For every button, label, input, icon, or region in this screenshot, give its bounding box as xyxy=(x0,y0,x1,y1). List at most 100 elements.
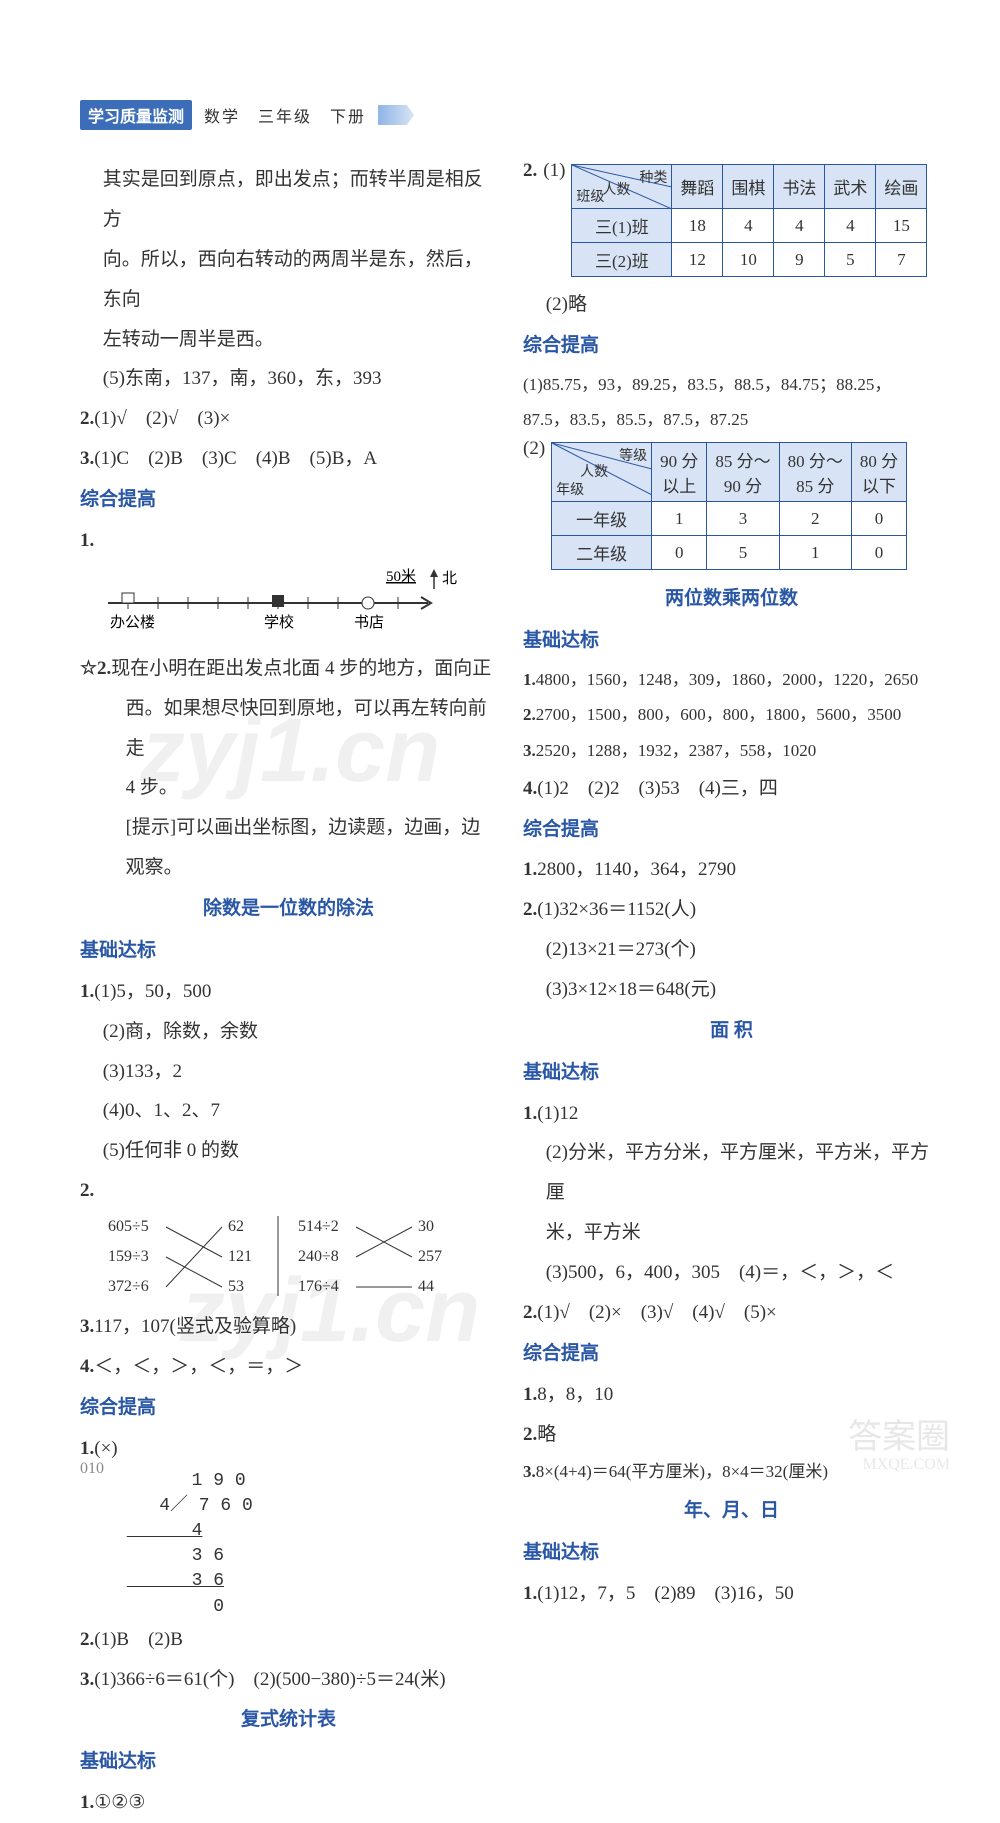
heading-jc2: 基础达标 xyxy=(80,1741,497,1783)
z1-num: 1. xyxy=(80,1438,94,1459)
q3-line: 3.(1)C (2)B (3)C (4)B (5)B，A xyxy=(80,439,497,479)
c2-line: 2.(1)32×36＝1152(人) xyxy=(523,890,940,930)
t2r2c2: 1 xyxy=(779,536,851,570)
heading-zh1: 综合提高 xyxy=(80,479,497,521)
title-fushi: 复式统计表 xyxy=(80,1699,497,1741)
cl2: 372÷6 xyxy=(108,1278,149,1295)
d4-num: 4. xyxy=(80,1356,94,1377)
left-column: 其实是回到原点，即出发点；而转半周是相反方 向。所以，西向右转动的两周半是东，然… xyxy=(80,160,497,1823)
t2r2h: 二年级 xyxy=(552,536,652,570)
a2-num: 2. xyxy=(523,1302,537,1323)
t1r2c3: 5 xyxy=(825,243,876,277)
rq2a: (1) xyxy=(543,160,565,182)
e2a: 略 xyxy=(537,1424,556,1445)
z2a: (1)B (2)B xyxy=(94,1629,183,1650)
star2d: [提示]可以画出坐标图，边读题，边画，边观察。 xyxy=(80,808,497,888)
header-tab: 学习质量监测 xyxy=(80,100,192,130)
a1b2: 米，平方米 xyxy=(523,1213,940,1253)
fig-l2: 学校 xyxy=(264,614,294,631)
star2-num: ☆2. xyxy=(80,658,111,679)
t1r1c0: 18 xyxy=(672,209,723,243)
z3-num: 3. xyxy=(80,1669,94,1690)
c2c: (3)3×12×18＝648(元) xyxy=(523,970,940,1010)
t1r1h: 三(1)班 xyxy=(572,209,672,243)
avg1: (1)85.75，93，89.25，83.5，88.5，84.75；88.25， xyxy=(523,367,940,403)
z1-line: 1.(×) xyxy=(80,1429,497,1469)
r-heading-jc2: 基础达标 xyxy=(523,1052,940,1094)
b1-num: 1. xyxy=(80,1792,94,1813)
title-mul: 两位数乘两位数 xyxy=(523,578,940,620)
n1-line: 1. xyxy=(80,521,497,561)
e3a: 8×(4+4)＝64(平方厘米)，8×4＝32(厘米) xyxy=(536,1462,828,1481)
m4-line: 4.(1)2 (2)2 (3)53 (4)三，四 xyxy=(523,769,940,809)
t2r1c3: 0 xyxy=(851,502,906,536)
a1a: (1)12 xyxy=(537,1103,578,1124)
d1a: (1)5，50，500 xyxy=(94,981,211,1002)
cr0: 514÷2 xyxy=(298,1218,339,1235)
z3-line: 3.(1)366÷6＝61(个) (2)(500−380)÷5＝24(米) xyxy=(80,1660,497,1700)
star2-l1: ☆2.现在小明在距出发点北面 4 步的地方，面向正 xyxy=(80,649,497,689)
crr1: 257 xyxy=(418,1248,442,1265)
f1-num: 1. xyxy=(523,1583,537,1604)
d1e: (5)任何非 0 的数 xyxy=(80,1131,497,1171)
q3-ans: (1)C (2)B (3)C (4)B (5)B，A xyxy=(94,448,377,469)
t1-diag-mid: 人数 xyxy=(602,179,630,199)
heading-zh2: 综合提高 xyxy=(80,1387,497,1429)
t2r2c0: 0 xyxy=(652,536,707,570)
a1-num: 1. xyxy=(523,1103,537,1124)
rq2-num: 2. xyxy=(523,160,537,182)
b1-line: 1.①②③ xyxy=(80,1783,497,1823)
table-2: 等级 人数 年级 90 分 以上 85 分～ 90 分 80 分～ 85 分 8… xyxy=(551,442,907,570)
avg2: 87.5，83.5，85.5，87.5，87.25 xyxy=(523,402,940,438)
m2-line: 2.2700，1500，800，600，800，1800，5600，3500 xyxy=(523,697,940,733)
r-heading-zh2: 综合提高 xyxy=(523,809,940,851)
m1-num: 1. xyxy=(523,670,536,689)
clr0: 62 xyxy=(228,1218,244,1235)
crr0: 30 xyxy=(418,1218,434,1235)
a2a: (1)√ (2)× (3)√ (4)√ (5)× xyxy=(537,1302,777,1323)
t2r2c3: 0 xyxy=(851,536,906,570)
cross-match-svg: 605÷5 159÷3 372÷6 62 121 53 514÷2 240÷8 … xyxy=(98,1211,478,1301)
heading-jc1: 基础达标 xyxy=(80,930,497,972)
t2-diag-bot: 年级 xyxy=(556,479,584,499)
t2-diag-top: 等级 xyxy=(619,445,647,465)
cr2: 176÷4 xyxy=(298,1278,339,1295)
m2-num: 2. xyxy=(523,705,536,724)
d3a: 117，107(竖式及验算略) xyxy=(94,1316,296,1337)
page-header: 学习质量监测 数学 三年级 下册 xyxy=(80,100,414,130)
d3-line: 3.117，107(竖式及验算略) xyxy=(80,1307,497,1347)
a2-line: 2.(1)√ (2)× (3)√ (4)√ (5)× xyxy=(523,1293,940,1333)
t2r1c2: 2 xyxy=(779,502,851,536)
corner-badge: 答案圈 MXQE.COM xyxy=(848,1419,950,1474)
para-1c: 左转动一周半是西。 xyxy=(80,320,497,360)
t1r2c2: 9 xyxy=(774,243,825,277)
z2-num: 2. xyxy=(80,1629,94,1650)
m3-line: 3.2520，1288，1932，2387，558，1020 xyxy=(523,733,940,769)
e3-num: 3. xyxy=(523,1462,536,1481)
star2c: 4 步。 xyxy=(80,768,497,808)
t1c2: 书法 xyxy=(774,165,825,209)
header-arrow-icon xyxy=(378,105,414,125)
clr2: 53 xyxy=(228,1278,244,1295)
ld2: 4／ 7 6 0 xyxy=(127,1496,253,1516)
clr1: 121 xyxy=(228,1248,252,1265)
a1c: (3)500，6，400，305 (4)＝，＜，＞，＜ xyxy=(523,1253,940,1293)
star2a: 现在小明在距出发点北面 4 步的地方，面向正 xyxy=(111,658,491,679)
d1b: (2)商，除数，余数 xyxy=(80,1012,497,1052)
t2c1: 85 分～ 90 分 xyxy=(707,443,779,502)
a1-line: 1.(1)12 xyxy=(523,1094,940,1134)
title-date: 年、月、日 xyxy=(523,1490,940,1532)
t1c4: 绘画 xyxy=(876,165,927,209)
t1-diag-top: 种类 xyxy=(639,167,667,187)
cl0: 605÷5 xyxy=(108,1218,149,1235)
t1r1c3: 4 xyxy=(825,209,876,243)
t1c1: 围棋 xyxy=(723,165,774,209)
cr1: 240÷8 xyxy=(298,1248,339,1265)
f1a: (1)12，7，5 (2)89 (3)16，50 xyxy=(537,1583,793,1604)
t1r1c1: 4 xyxy=(723,209,774,243)
a1b: (2)分米，平方分米，平方厘米，平方米，平方厘 xyxy=(523,1133,940,1213)
q2-num: 2. xyxy=(80,408,94,429)
fig-north: 北 xyxy=(442,570,457,587)
crr2: 44 xyxy=(418,1278,434,1295)
c1a: 2800，1140，364，2790 xyxy=(537,859,736,880)
